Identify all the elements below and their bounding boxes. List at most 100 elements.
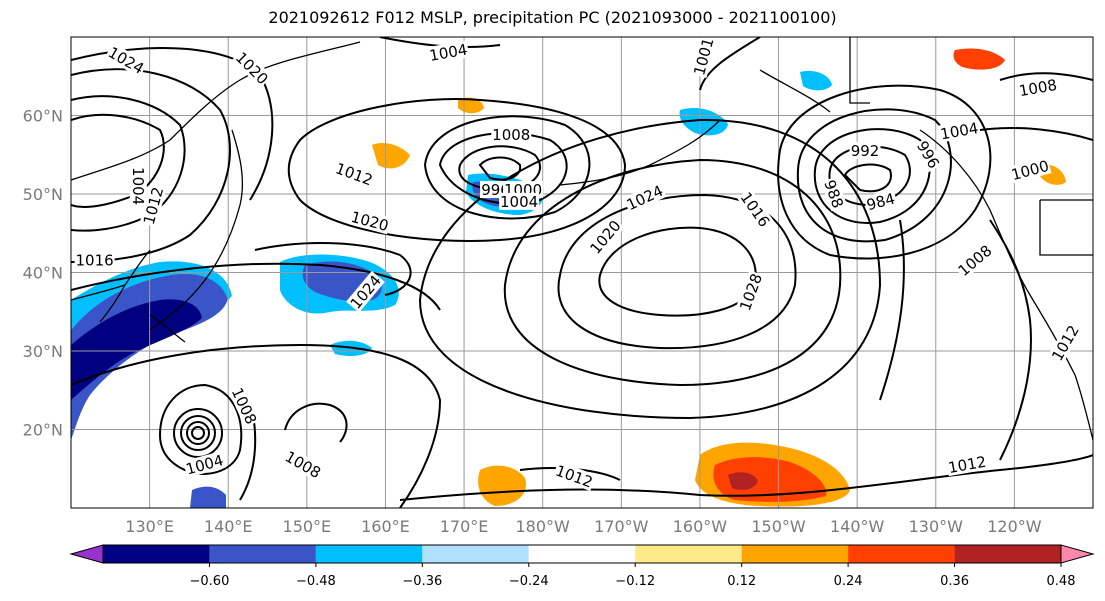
isobar-label-bg <box>552 461 597 491</box>
lat-tick-label: 20°N <box>23 421 63 440</box>
lon-tick-label: 150°W <box>751 517 806 536</box>
isobar-label: 1012 <box>332 159 376 189</box>
isobar-label: 1012 <box>552 461 597 492</box>
colorbar-tick-label: −0.36 <box>402 574 442 589</box>
isobar-label-bg <box>585 216 625 258</box>
map-frame <box>70 36 1094 509</box>
lat-tick-label: 60°N <box>23 107 63 126</box>
isobar-label-text: 1012 <box>333 159 375 189</box>
lon-tick-label: 140°W <box>830 517 885 536</box>
isobar-label-bg <box>945 452 989 477</box>
isobar-label-bg <box>228 384 261 428</box>
colorbar-segment <box>103 545 210 563</box>
isobar-label-bg <box>182 450 227 478</box>
colorbar-segment <box>528 545 636 563</box>
isobar-label: 992 <box>849 141 881 160</box>
isobar-label-text: 1008 <box>492 126 530 144</box>
lon-tick-label: 160°W <box>673 517 728 536</box>
isobar-label-bg <box>427 40 470 65</box>
isobar-label-bg <box>491 126 532 144</box>
isobar-label-text: 1004 <box>129 167 147 205</box>
isobar-label: 1008 <box>1016 75 1060 100</box>
colorbar-tick-label: 0.48 <box>1047 574 1076 589</box>
isobar-label-bg <box>689 37 717 79</box>
isobar-label-bg <box>499 192 540 210</box>
isobar-label-text: 1004 <box>500 193 538 211</box>
isobar-label: 1012 <box>945 452 989 477</box>
isobar-label-text: 1012 <box>1048 322 1083 364</box>
colorbar-segment <box>635 545 742 563</box>
isobar-label-bg <box>74 251 115 269</box>
isobar-label: 1016 <box>74 251 115 270</box>
isobar-label: 1024 <box>622 181 667 214</box>
isobar-label: 1001 <box>689 36 717 79</box>
isobar-label-bg <box>863 189 898 214</box>
isobar-label-bg <box>1047 321 1083 365</box>
colorbar-segment <box>954 545 1061 563</box>
colorbar-tick-label: −0.24 <box>509 574 549 589</box>
colorbar-segment <box>209 545 316 563</box>
colorbar-segment <box>422 545 529 563</box>
colorbar-outline <box>102 544 1062 564</box>
isobar-label: 1004 <box>499 192 540 211</box>
isobar-label-text: 1024 <box>624 182 666 214</box>
isobar-label: 1008 <box>491 126 532 144</box>
lat-tick-label: 40°N <box>23 264 63 283</box>
isobar-label: 1008 <box>228 384 261 428</box>
isobar-label-bg <box>820 176 848 212</box>
colorbar-extend-low <box>69 544 104 564</box>
isobar-label-bg <box>346 271 385 313</box>
isobar-label-bg <box>913 136 944 173</box>
isobar-label-text: 1012 <box>947 453 988 477</box>
colorbar-extend-high <box>1060 544 1095 564</box>
isobar-label-text: 1028 <box>736 271 766 313</box>
isobar-label-text: 1016 <box>75 252 113 270</box>
isobar-label-bg <box>1016 75 1060 100</box>
isobar-label-bg <box>622 181 667 214</box>
isobar-labels: 1024 1020 10041008101210201024996100010041… <box>74 36 1083 492</box>
colorbar-tick-label: −0.60 <box>190 574 230 589</box>
lon-tick-label: 130°E <box>125 517 174 536</box>
isobar-label-bg <box>938 118 981 143</box>
isobar-label-bg <box>736 188 774 231</box>
colorbar-segment <box>741 545 849 563</box>
isobar-label-bg <box>232 47 273 89</box>
isobar-label: 996 <box>913 136 944 173</box>
chart-title: 2021092612 F012 MSLP, precipitation PC (… <box>268 8 837 27</box>
longitude-labels: 130°E 140°E 150°E 160°E 170°E 180°W 170°W 160°W… <box>125 517 1041 536</box>
isobar-label: 1008 <box>953 240 996 280</box>
isobar-label-text: 1008 <box>228 385 260 427</box>
isobar-label-bg <box>953 240 996 280</box>
lon-tick-label: 170°E <box>440 517 489 536</box>
isobar-label-text: 1012 <box>553 462 595 492</box>
isobar-label-bg <box>104 42 148 78</box>
isobar-label: 1004 <box>427 40 470 65</box>
lon-tick-label: 130°W <box>909 517 964 536</box>
coastlines <box>71 37 1093 441</box>
isobar-label-text: 1008 <box>282 447 324 482</box>
lat-tick-label: 50°N <box>23 185 63 204</box>
isobar-label-text: 1004 <box>939 119 980 143</box>
isobar-label-bg <box>129 166 147 207</box>
colorbar-tick-label: 0.24 <box>834 574 863 589</box>
isobar-label-bg <box>139 184 167 228</box>
lon-tick-label: 120°W <box>987 517 1042 536</box>
isobar-label: 1008 <box>281 447 325 482</box>
isobar-label: 1012 <box>1047 321 1083 365</box>
colorbar: −0.60 −0.48 −0.36 −0.24 −0.12 0.12 0.24 0.36 0.4… <box>69 544 1095 589</box>
isobar-label: 1028 <box>735 270 766 314</box>
isobar-label-text: 992 <box>851 142 880 160</box>
isobar-label-text: 1008 <box>1018 76 1059 100</box>
isobar-label: 1004 <box>938 118 981 143</box>
lon-tick-label: 150°E <box>283 517 332 536</box>
colorbar-tick-label: 0.12 <box>727 574 756 589</box>
isobar-label: 984 <box>863 189 898 214</box>
isobar-label-bg <box>281 447 325 482</box>
isobar-label-bg <box>332 159 376 189</box>
colorbar-segment <box>315 545 423 563</box>
isobar-label: 1020 <box>585 216 625 258</box>
isobar-label: 1004 <box>129 166 147 207</box>
isobar-label-text: 1001 <box>690 36 717 78</box>
lon-tick-label: 180°W <box>516 517 571 536</box>
